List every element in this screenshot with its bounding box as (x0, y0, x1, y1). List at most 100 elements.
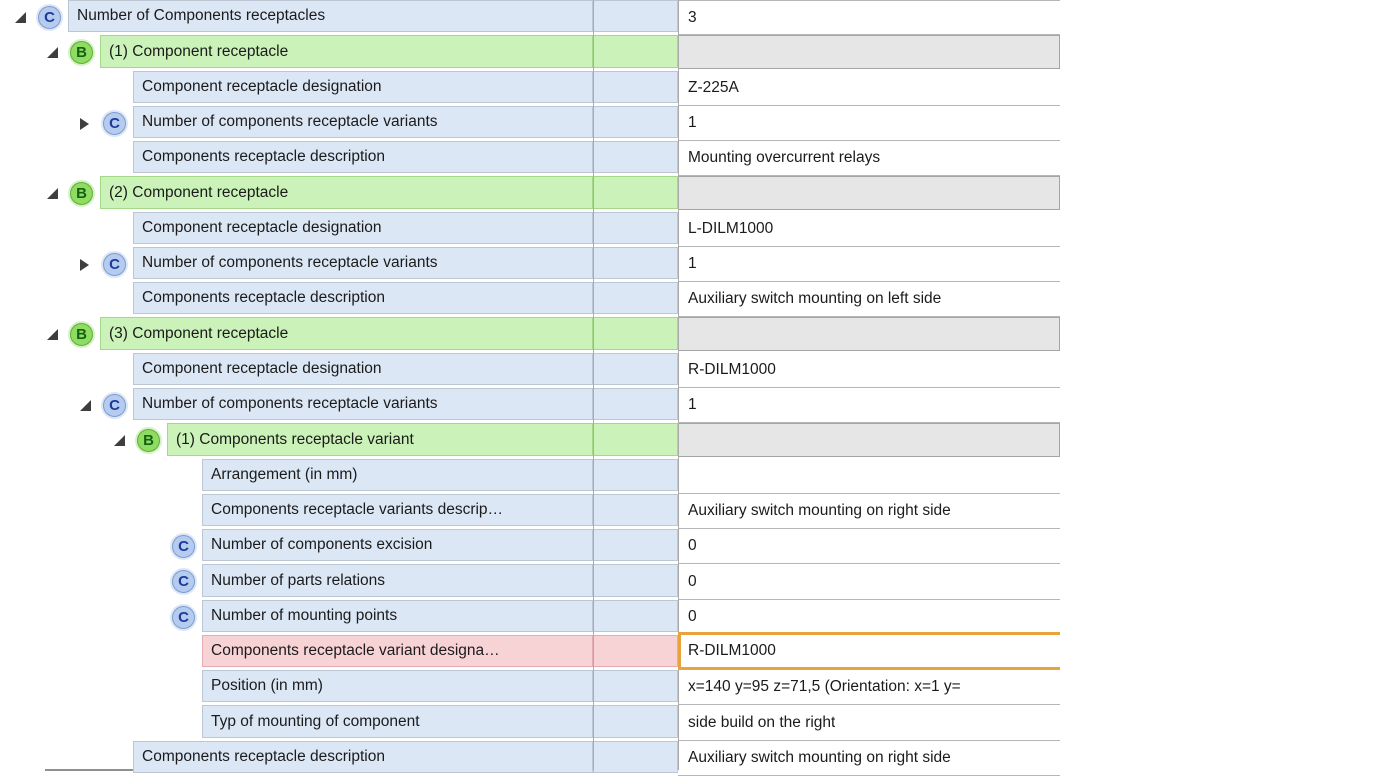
column-divider (593, 0, 594, 770)
property-value-text: Z-225A (688, 79, 739, 96)
property-value[interactable]: Z-225A (678, 71, 1060, 106)
property-label: Number of Components receptacles (68, 0, 593, 32)
property-row[interactable]: Components receptacle variant designa… (0, 632, 1060, 670)
property-row[interactable]: Component receptacle designation L-DILM10… (0, 212, 1060, 247)
property-label: Position (in mm) (202, 670, 593, 702)
property-value[interactable]: x=140 y=95 z=71,5 (Orientation: x=1 y= (678, 670, 1060, 705)
property-value[interactable] (678, 459, 1060, 494)
c-badge-icon: C (103, 393, 126, 417)
expand-toggle-icon[interactable] (80, 117, 89, 130)
group-header-label: (1) Component receptacle (100, 35, 593, 68)
property-row[interactable]: Typ of mounting of component side build o… (0, 705, 1060, 741)
c-badge-icon: C (38, 5, 61, 29)
property-row[interactable]: Components receptacle description Mountin… (0, 141, 1060, 176)
property-row[interactable]: Component receptacle designation Z-225A (0, 71, 1060, 106)
property-value[interactable]: Auxiliary switch mounting on right side (678, 494, 1060, 529)
group-row[interactable]: B (1) Components receptacle variant (0, 423, 1060, 459)
property-row[interactable]: C Number of components receptacle variant… (0, 388, 1060, 423)
property-row[interactable]: C Number of mounting points 0 (0, 600, 1060, 635)
property-row[interactable]: C Number of components receptacle variant… (0, 106, 1060, 141)
property-value-text: 0 (688, 537, 697, 554)
property-label: Number of mounting points (202, 600, 593, 632)
row-label-text: Number of parts relations (211, 571, 386, 589)
property-label: Components receptacle variants descrip… (202, 494, 593, 526)
property-label: Number of components receptacle variants (133, 247, 593, 279)
spacer-cell (593, 600, 678, 632)
property-value[interactable]: 1 (678, 247, 1060, 282)
spacer-cell (593, 35, 678, 68)
property-value-text: Auxiliary switch mounting on left side (688, 290, 942, 307)
row-label-text: (1) Components receptacle variant (176, 430, 414, 448)
spacer-cell (593, 317, 678, 350)
property-value[interactable]: L-DILM1000 (678, 212, 1060, 247)
property-value[interactable]: Mounting overcurrent relays (678, 141, 1060, 176)
property-row[interactable]: C Number of components excision 0 (0, 529, 1060, 564)
column-divider (678, 0, 679, 770)
property-label: Component receptacle designation (133, 353, 593, 385)
property-row[interactable]: Position (in mm) x=140 y=95 z=71,5 (Orien… (0, 670, 1060, 705)
spacer-cell (593, 141, 678, 173)
property-row[interactable]: Components receptacle variants descrip… A… (0, 494, 1060, 529)
c-badge-icon: C (172, 534, 195, 558)
property-value-text: 3 (688, 8, 697, 26)
property-label: Components receptacle description (133, 282, 593, 314)
collapse-toggle-icon[interactable] (47, 329, 58, 340)
property-value[interactable]: 0 (678, 529, 1060, 564)
c-badge-icon: C (172, 570, 195, 593)
property-value[interactable]: 0 (678, 600, 1060, 635)
value-edit-field (678, 632, 1060, 670)
row-label-text: Number of components receptacle variants (142, 254, 438, 271)
property-label: Components receptacle description (133, 741, 593, 773)
spacer-cell (593, 106, 678, 138)
property-value-text: Mounting overcurrent relays (688, 149, 881, 166)
property-value[interactable]: 3 (678, 0, 1060, 35)
property-row[interactable]: Component receptacle designation R-DILM10… (0, 353, 1060, 388)
property-label: Number of parts relations (202, 564, 593, 597)
property-value-text: 0 (688, 608, 697, 625)
property-label: Components receptacle description (133, 141, 593, 173)
b-badge-icon: B (70, 323, 93, 346)
group-row[interactable]: B (1) Component receptacle (0, 35, 1060, 71)
property-row[interactable]: C Number of components receptacle variant… (0, 247, 1060, 282)
c-badge-icon: C (172, 605, 195, 629)
property-value[interactable]: 1 (678, 388, 1060, 423)
property-row[interactable]: Components receptacle description Auxilia… (0, 741, 1060, 776)
property-label: Number of components receptacle variants (133, 388, 593, 420)
group-value-cell (678, 317, 1060, 351)
b-badge-icon: B (70, 41, 93, 64)
property-label: Arrangement (in mm) (202, 459, 593, 491)
property-row[interactable]: Components receptacle description Auxilia… (0, 282, 1060, 317)
group-value-cell (678, 423, 1060, 457)
property-value[interactable]: 0 (678, 564, 1060, 600)
spacer-cell (593, 388, 678, 420)
expand-toggle-icon[interactable] (80, 258, 89, 271)
property-value-text: 1 (688, 396, 697, 413)
row-label-text: Components receptacle variant designa… (211, 642, 500, 659)
group-row[interactable]: B (2) Component receptacle (0, 176, 1060, 212)
property-row[interactable]: Arrangement (in mm) (0, 459, 1060, 494)
collapse-toggle-icon[interactable] (80, 399, 91, 411)
row-label-text: Number of Components receptacles (77, 7, 326, 24)
spacer-cell (593, 635, 678, 667)
property-label: Component receptacle designation (133, 71, 593, 103)
row-label-text: Number of mounting points (211, 607, 398, 624)
spacer-cell (593, 282, 678, 314)
property-row[interactable]: C Number of parts relations 0 (0, 564, 1060, 600)
property-value[interactable]: side build on the right (678, 705, 1060, 741)
property-value[interactable]: 1 (678, 106, 1060, 141)
property-value[interactable]: Auxiliary switch mounting on right side (678, 741, 1060, 776)
collapse-toggle-icon[interactable] (114, 435, 125, 446)
group-value-cell (678, 176, 1060, 210)
row-label-text: Number of components receptacle variants (142, 395, 438, 412)
collapse-toggle-icon[interactable] (15, 11, 26, 23)
group-row[interactable]: B (3) Component receptacle (0, 317, 1060, 353)
property-row[interactable]: C Number of Components receptacles 3 (0, 0, 1060, 35)
collapse-toggle-icon[interactable] (47, 47, 58, 58)
property-value[interactable]: R-DILM1000 (678, 353, 1060, 388)
row-label-text: Arrangement (in mm) (211, 466, 358, 483)
property-value-text: side build on the right (688, 713, 836, 731)
property-value[interactable]: Auxiliary switch mounting on left side (678, 282, 1060, 317)
value-edit-input[interactable] (681, 635, 1060, 667)
collapse-toggle-icon[interactable] (47, 188, 58, 199)
row-label-text: (1) Component receptacle (109, 42, 289, 60)
